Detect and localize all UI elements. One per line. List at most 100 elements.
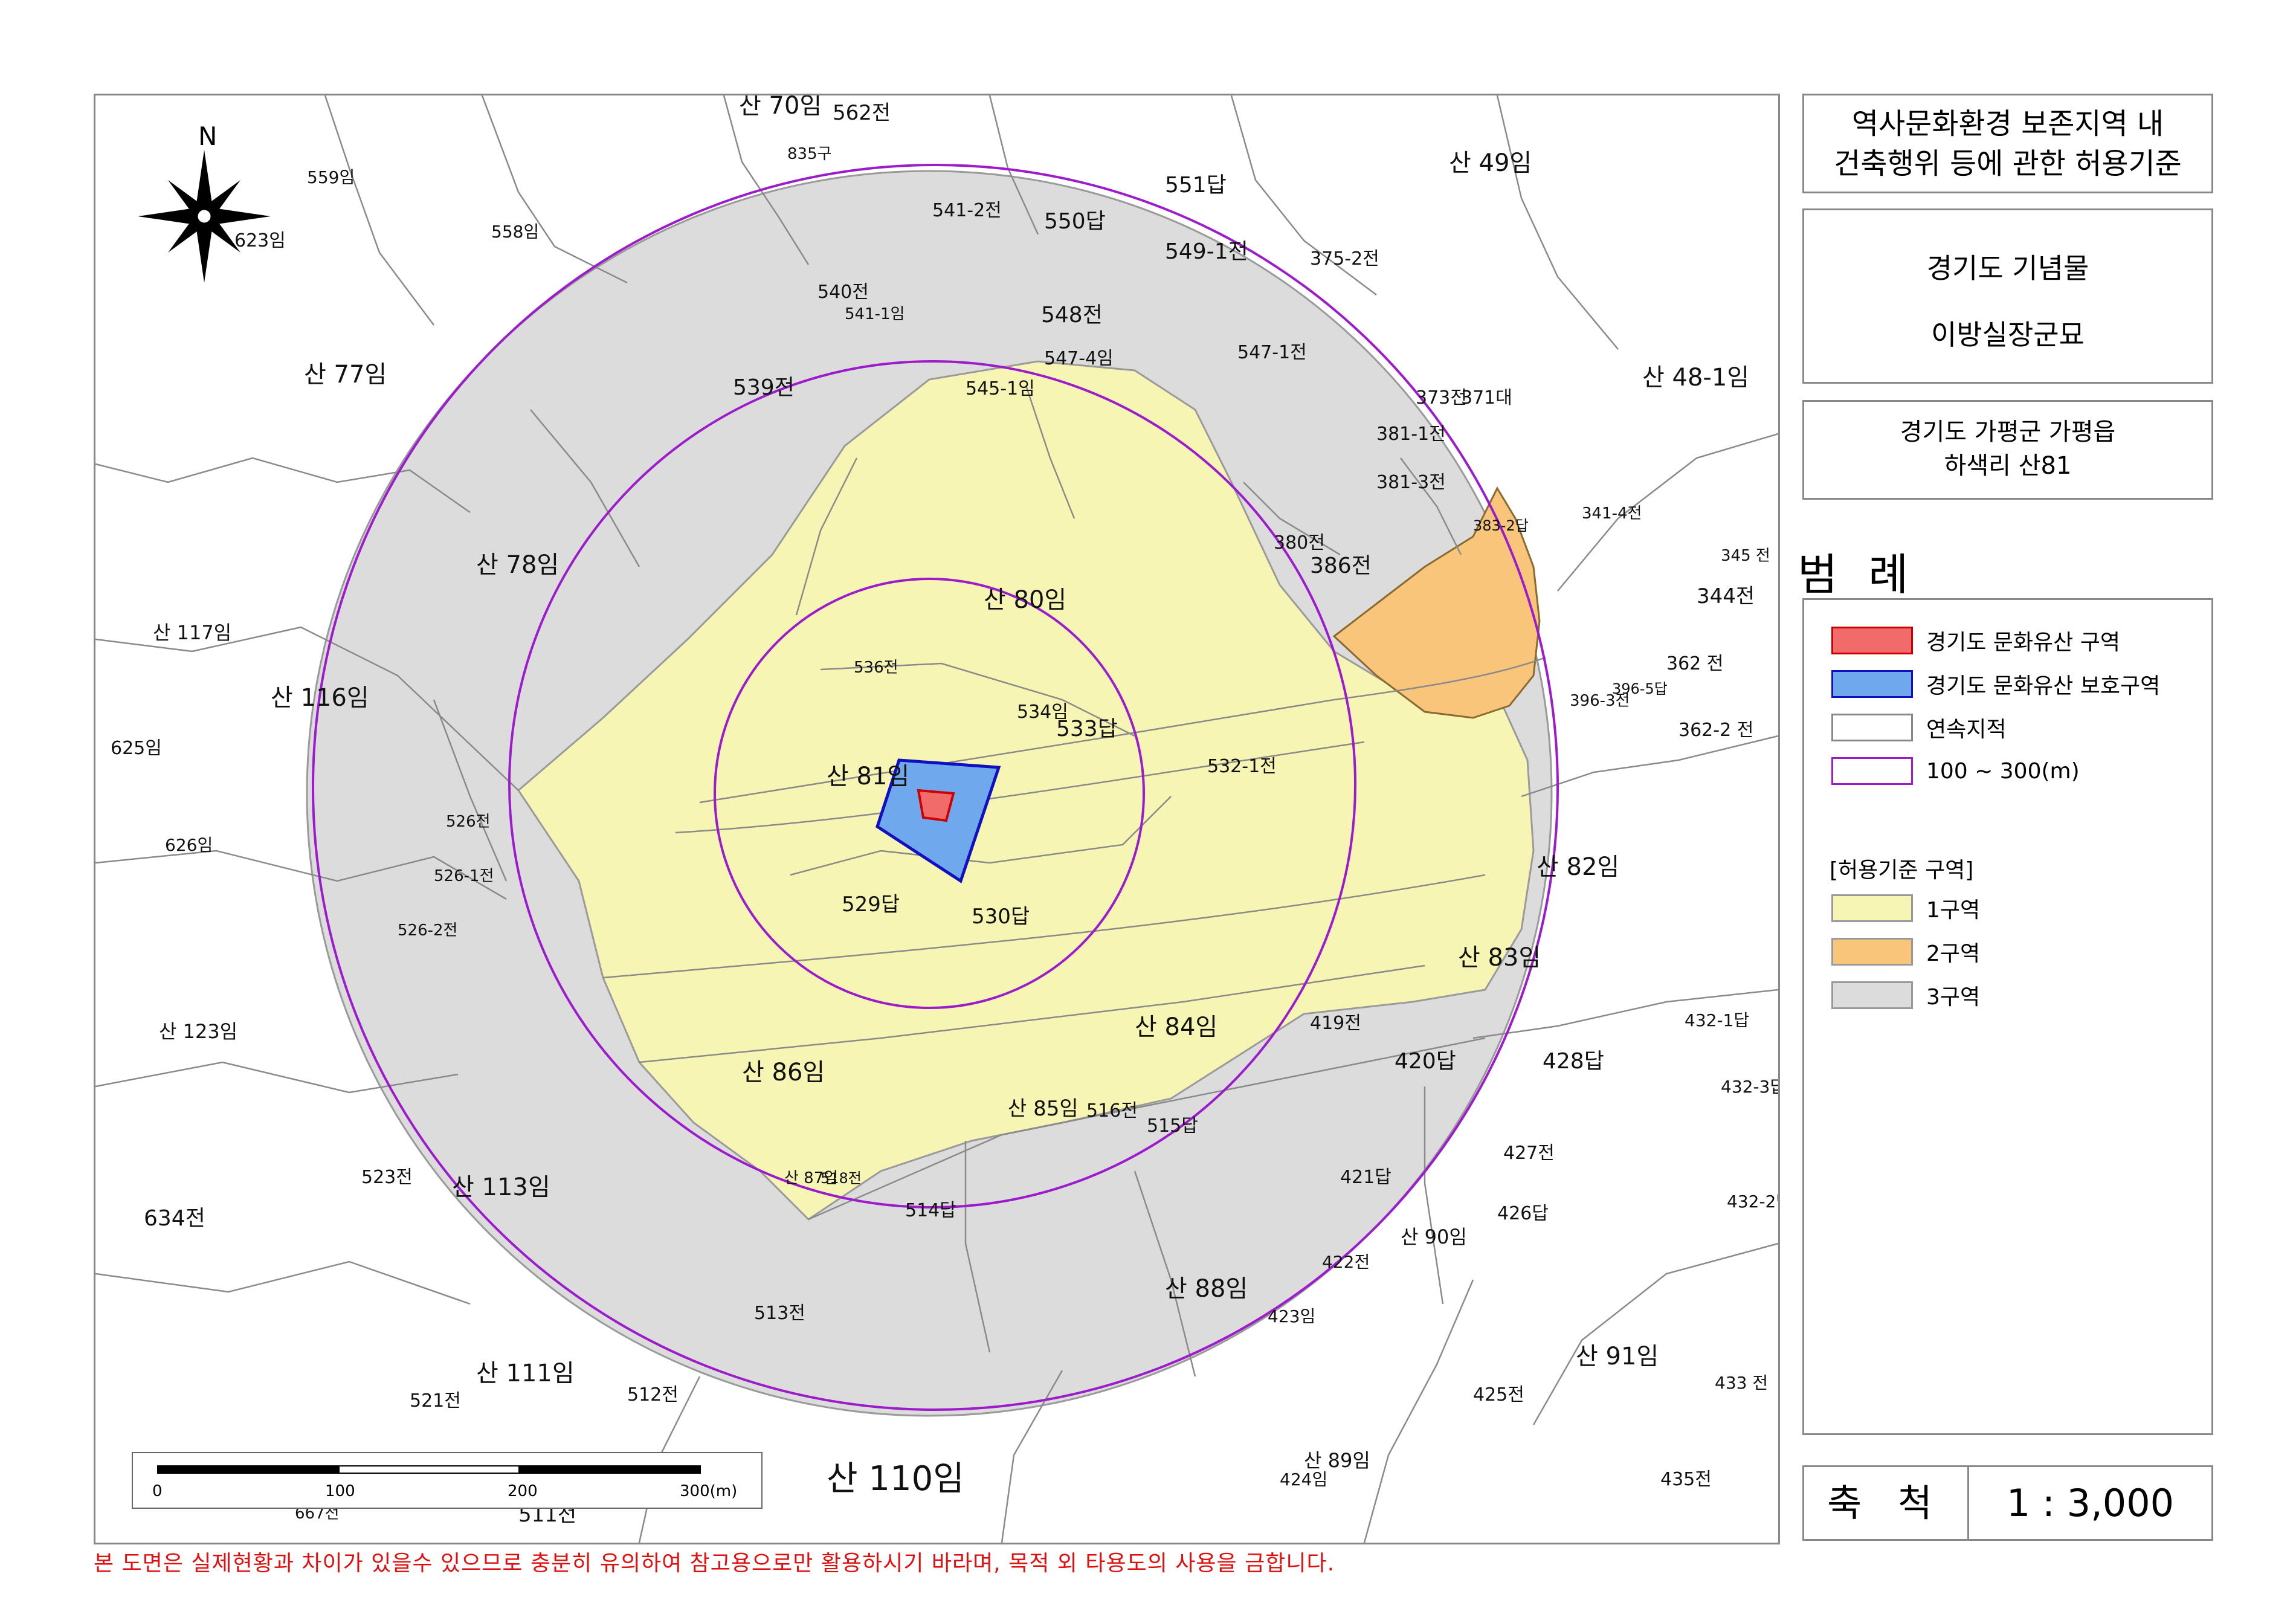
legend-swatch-buffer: [1831, 757, 1913, 785]
map-view[interactable]: 산 81임 산 110임 산 80임 산 78임 산 116임 산 77임 산 …: [94, 94, 1780, 1544]
svg-text:380전: 380전: [1274, 532, 1325, 553]
svg-text:362 전: 362 전: [1666, 653, 1723, 674]
svg-text:541-1임: 541-1임: [845, 305, 905, 323]
legend-panel: 경기도 문화유산 구역 경기도 문화유산 보호구역 연속지적 100 ~ 300…: [1802, 598, 2213, 1435]
svg-text:634전: 634전: [144, 1206, 205, 1231]
svg-text:341-4전: 341-4전: [1582, 505, 1642, 523]
svg-text:835구: 835구: [787, 145, 832, 163]
svg-text:623임: 623임: [234, 230, 286, 251]
svg-text:547-1전: 547-1전: [1237, 342, 1307, 363]
svg-text:345 전: 345 전: [1721, 547, 1770, 565]
svg-text:423임: 423임: [1268, 1306, 1315, 1326]
parcel-labels: 539전 540전 548전 550답 551답 549-1전 547-1전 5…: [111, 101, 1778, 1527]
svg-text:533답: 533답: [1056, 717, 1118, 741]
scale-bar: 0 100 200 300(m): [132, 1452, 763, 1509]
legend-swatch-protection: [1831, 670, 1913, 698]
svg-text:산 87임: 산 87임: [784, 1169, 838, 1187]
legend-item-heritage: 경기도 문화유산 구역: [1831, 625, 2120, 656]
svg-text:산 84임: 산 84임: [1135, 1013, 1217, 1041]
svg-text:512전: 512전: [627, 1384, 679, 1405]
svg-text:551답: 551답: [1165, 173, 1227, 198]
svg-text:558임: 558임: [491, 222, 539, 242]
legend-swatch-zone1: [1831, 894, 1913, 922]
svg-text:526전: 526전: [446, 813, 491, 831]
svg-text:419전: 419전: [1310, 1013, 1361, 1034]
svg-text:381-1전: 381-1전: [1376, 424, 1446, 445]
legend-item-parcel: 연속지적: [1831, 712, 2006, 743]
svg-text:425전: 425전: [1473, 1384, 1524, 1405]
svg-text:산 117임: 산 117임: [153, 621, 231, 644]
svg-text:432-1답: 432-1답: [1685, 1010, 1749, 1030]
svg-text:산 83임: 산 83임: [1458, 944, 1541, 972]
legend-item-buffer: 100 ~ 300(m): [1831, 756, 2080, 786]
cadastral-map: 산 81임 산 110임 산 80임 산 78임 산 116임 산 77임 산 …: [95, 95, 1778, 1543]
scale-label: 축 척: [1804, 1467, 1969, 1539]
svg-text:529답: 529답: [842, 892, 900, 917]
svg-text:534임: 534임: [1017, 702, 1068, 723]
svg-text:521전: 521전: [410, 1390, 461, 1412]
scale-value: 1 : 3,000: [2006, 1481, 2175, 1525]
svg-text:373전: 373전: [1416, 387, 1467, 408]
disclaimer-text: 본 도면은 실제현황과 차이가 있을수 있으므로 충분히 유의하여 참고용으로만…: [94, 1551, 1335, 1576]
svg-text:산 91임: 산 91임: [1576, 1343, 1659, 1370]
buffer-rings: [312, 164, 1559, 1411]
heritage-area: [917, 789, 955, 822]
buffer-ring-200m: [508, 360, 1356, 1208]
legend-swatch-zone2: [1831, 938, 1913, 966]
zone1-area: [517, 360, 1535, 1221]
parcel-lines: [95, 95, 1778, 1543]
svg-text:422전: 422전: [1322, 1252, 1370, 1272]
svg-text:548전: 548전: [1041, 303, 1103, 328]
svg-text:526-2전: 526-2전: [398, 921, 457, 940]
legend-zone-heading: [허용기준 구역]: [1830, 858, 1974, 883]
svg-text:383-2답: 383-2답: [1473, 517, 1529, 534]
svg-text:562전: 562전: [833, 101, 891, 125]
svg-text:386전: 386전: [1310, 553, 1372, 578]
svg-text:559임: 559임: [307, 167, 355, 187]
svg-text:432-3답: 432-3답: [1721, 1077, 1778, 1097]
svg-text:344전: 344전: [1697, 584, 1755, 608]
svg-text:371대: 371대: [1461, 387, 1512, 408]
label-main-parcel: 산 81임: [827, 763, 909, 790]
legend-heading: 범 례: [1798, 549, 1917, 600]
svg-text:541-2전: 541-2전: [932, 200, 1002, 221]
zone2-area: [1332, 486, 1541, 719]
subject-name: 이방실장군묘: [1931, 318, 2085, 351]
svg-text:산 110임: 산 110임: [827, 1459, 964, 1499]
north-arrow: N: [138, 121, 271, 283]
svg-text:545-1임: 545-1임: [966, 378, 1035, 399]
svg-text:432-2답: 432-2답: [1727, 1192, 1778, 1212]
svg-text:362-2 전: 362-2 전: [1678, 720, 1753, 741]
svg-text:산 82임: 산 82임: [1537, 853, 1619, 881]
legend-swatch-heritage: [1831, 627, 1913, 654]
buffer-ring-100m: [714, 578, 1145, 1009]
north-label: N: [198, 121, 217, 151]
location-line1: 경기도 가평군 가평읍: [1900, 418, 2116, 446]
legend-swatch-zone3: [1831, 981, 1913, 1009]
svg-text:396-3전: 396-3전: [1570, 692, 1630, 710]
svg-text:433 전: 433 전: [1715, 1373, 1768, 1393]
svg-text:550답: 550답: [1044, 209, 1106, 234]
legend-item-zone2: 2구역: [1831, 937, 1980, 967]
svg-text:산 77임: 산 77임: [304, 361, 387, 389]
svg-text:513전: 513전: [754, 1303, 805, 1324]
legend-swatch-parcel: [1831, 714, 1913, 741]
scalebar-tick-0: 0: [152, 1482, 163, 1500]
svg-text:427전: 427전: [1503, 1143, 1555, 1164]
svg-text:530답: 530답: [972, 905, 1030, 929]
svg-text:547-4임: 547-4임: [1044, 348, 1114, 369]
svg-text:산 49임: 산 49임: [1449, 149, 1532, 177]
svg-text:산 80임: 산 80임: [984, 586, 1066, 614]
svg-text:산 116임: 산 116임: [271, 684, 369, 712]
svg-text:396-5답: 396-5답: [1612, 680, 1668, 697]
location-panel: 경기도 가평군 가평읍 하색리 산81: [1802, 400, 2213, 500]
svg-text:산 88임: 산 88임: [1165, 1275, 1248, 1303]
svg-text:526-1전: 526-1전: [434, 867, 494, 885]
svg-text:420답: 420답: [1395, 1049, 1456, 1074]
svg-text:산 85임: 산 85임: [1008, 1097, 1079, 1121]
location-line2: 하색리 산81: [1944, 452, 2072, 480]
subject-category: 경기도 기념물: [1926, 252, 2089, 285]
svg-text:375-2전: 375-2전: [1310, 248, 1379, 269]
svg-text:536전: 536전: [854, 659, 898, 677]
map-labels: 산 81임 산 110임 산 80임 산 78임 산 116임 산 77임 산 …: [153, 95, 1749, 1499]
